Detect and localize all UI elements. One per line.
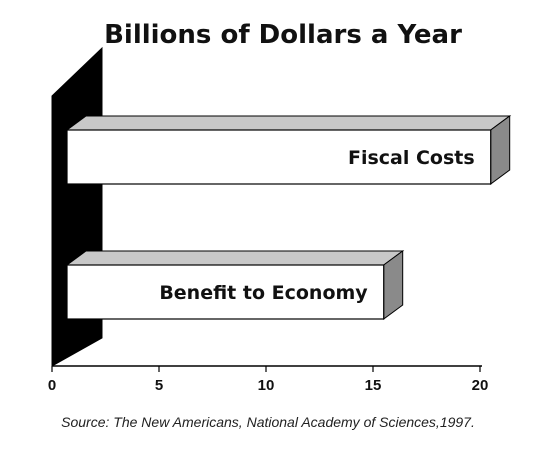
bar-top-face (65, 250, 405, 266)
bar (66, 264, 385, 320)
bar-label: Benefit to Economy (159, 282, 368, 304)
x-tick-label: 15 (365, 377, 382, 394)
x-tick-label: 0 (48, 377, 56, 394)
bar-group: Benefit to Economy (65, 250, 405, 320)
x-tick-label: 20 (472, 377, 489, 394)
chart-title: Billions of Dollars a Year (104, 20, 462, 50)
x-tick-label: 10 (258, 377, 275, 394)
source-note: Source: The New Americans, National Acad… (61, 414, 475, 430)
bar-top-face (65, 115, 512, 131)
x-tick-label: 5 (155, 377, 163, 394)
bar-group: Fiscal Costs (65, 115, 512, 185)
bar (66, 129, 492, 185)
bar-label: Fiscal Costs (348, 147, 475, 169)
